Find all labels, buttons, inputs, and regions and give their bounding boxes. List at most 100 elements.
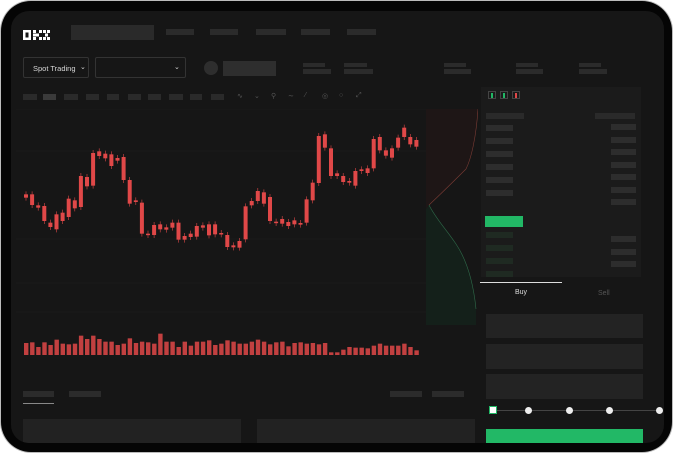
candlestick-chart[interactable] (16, 109, 426, 371)
slider-step[interactable] (525, 407, 532, 414)
template-icon[interactable]: ⚲ (271, 93, 277, 100)
settings-icon[interactable]: ◎ (322, 93, 329, 100)
ask-price (486, 125, 513, 131)
nav-item[interactable] (256, 29, 286, 35)
nav-item[interactable] (301, 29, 330, 35)
candle (158, 224, 163, 230)
candle (152, 225, 157, 235)
volume-bar (66, 344, 72, 355)
candle (322, 134, 327, 148)
buy-button[interactable] (486, 429, 643, 443)
bid-amount (611, 248, 636, 255)
timeframe-button[interactable] (148, 94, 161, 100)
volume-bar (341, 349, 346, 355)
volume-bar (310, 343, 316, 355)
volume-bar (359, 347, 364, 355)
nav-item[interactable] (210, 29, 238, 35)
volume-bar (127, 338, 133, 355)
slider-step[interactable] (489, 406, 497, 414)
volume-bar (316, 344, 322, 355)
timeframe-button[interactable] (107, 94, 119, 100)
buy-tab[interactable]: Buy (515, 289, 528, 296)
bid-price (486, 258, 513, 264)
indicator-icon[interactable]: ⌄ (254, 93, 260, 100)
candle (24, 194, 28, 198)
candle (280, 219, 285, 224)
total-input[interactable] (486, 374, 643, 399)
search-bar[interactable] (71, 25, 154, 40)
orderbook-view-icon[interactable] (488, 91, 496, 99)
brush-icon[interactable]: ⁄ (305, 92, 307, 99)
fullscreen-icon[interactable]: ○ (339, 92, 344, 99)
depth-chart (426, 109, 478, 325)
volume-bar (268, 344, 273, 355)
price-input[interactable] (486, 314, 643, 338)
timeframe-button[interactable] (190, 94, 202, 100)
timeframe-button[interactable] (23, 94, 37, 100)
nav-item[interactable] (166, 29, 194, 35)
volume-bar (109, 341, 114, 355)
indicator-icon[interactable]: ∿ (237, 93, 243, 100)
timeframe-button[interactable] (128, 94, 141, 100)
volume-bar (164, 341, 169, 355)
orderbook-view-icon[interactable] (512, 91, 520, 99)
trading-screen: Spot Trading ⌄ ⌄ Buy Sell ∿ ⌄ ⚲ ∼ ⁄ ◎ ○ ⤢ (11, 11, 664, 443)
ask-price (486, 177, 513, 183)
filter-button[interactable] (390, 391, 422, 397)
volume-bar (335, 352, 340, 355)
nav-item[interactable] (347, 29, 376, 35)
volume-bar (377, 343, 383, 355)
screenshot-icon[interactable]: ⤢ (356, 92, 362, 99)
slider-step[interactable] (606, 407, 613, 414)
tab-order-history[interactable] (69, 391, 101, 397)
ask-amount (611, 174, 636, 180)
volume-bar (85, 339, 90, 355)
candle (60, 212, 65, 221)
slider-step[interactable] (566, 407, 573, 414)
pair-selector-dropdown[interactable]: ⌄ (95, 57, 186, 78)
tab-open-orders[interactable] (23, 391, 54, 397)
leverage-slider[interactable] (489, 406, 663, 416)
candle (36, 205, 41, 208)
candle (310, 182, 315, 201)
candle (188, 233, 193, 237)
candle (109, 154, 114, 166)
stat-label (516, 63, 538, 67)
line-tool-icon[interactable]: ∼ (288, 93, 294, 100)
amount-input[interactable] (486, 344, 643, 369)
timeframe-button[interactable] (211, 94, 224, 100)
volume-bar (255, 339, 261, 355)
timeframe-button[interactable] (86, 94, 99, 100)
okx-logo[interactable] (23, 27, 50, 40)
candle (347, 181, 352, 183)
candle (249, 201, 254, 206)
volume-bar (274, 342, 279, 355)
timeframe-button[interactable] (64, 94, 78, 100)
stat-label (579, 63, 602, 67)
ask-amount (611, 161, 636, 168)
volume-bar (383, 345, 389, 355)
last-price-badge (485, 216, 523, 227)
sell-tab[interactable]: Sell (598, 290, 610, 297)
chevron-down-icon: ⌄ (174, 64, 180, 71)
ask-price (486, 138, 513, 144)
volume-bar (298, 342, 303, 355)
volume-bar (54, 339, 59, 355)
candle (383, 150, 388, 156)
market-type-dropdown[interactable]: Spot Trading ⌄ (23, 57, 89, 78)
timeframe-button[interactable] (169, 94, 183, 100)
volume-bar (329, 352, 334, 355)
candle (390, 148, 394, 158)
candle (97, 151, 102, 156)
candle (133, 200, 138, 202)
ask-amount (611, 124, 636, 130)
volume-bar (347, 347, 352, 355)
volume-bar (24, 343, 29, 355)
timeframe-button[interactable] (43, 94, 56, 100)
filter-button[interactable] (432, 391, 464, 397)
ob-header-amount (595, 113, 635, 119)
candle (170, 222, 175, 228)
pair-price (223, 61, 276, 76)
slider-step[interactable] (656, 407, 663, 414)
orderbook-view-icon[interactable] (500, 91, 508, 99)
